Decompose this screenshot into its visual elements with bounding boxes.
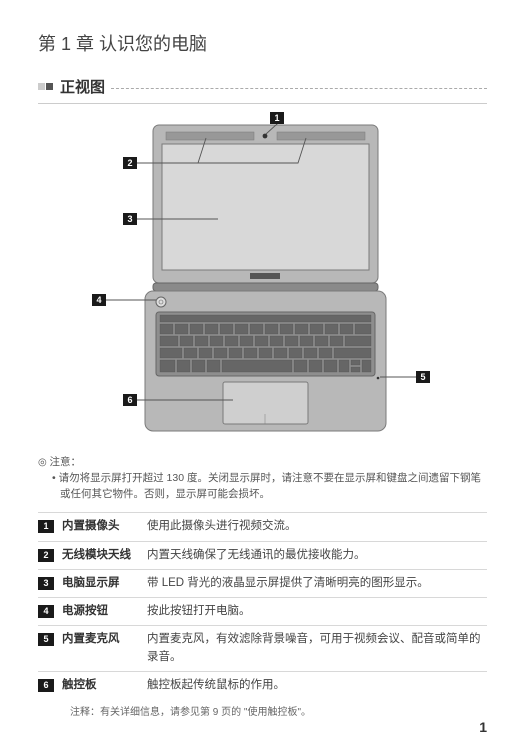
feature-row: 1 内置摄像头 使用此摄像头进行视频交流。 <box>38 512 487 540</box>
feature-desc: 内置麦克风，有效滤除背景噪音，可用于视频会议、配音或简单的录音。 <box>147 631 487 666</box>
feature-num: 6 <box>38 679 54 692</box>
section-rule <box>111 88 487 89</box>
feature-row: 6 触控板 触控板起传统鼠标的作用。 <box>38 671 487 699</box>
feature-name: 触控板 <box>62 677 147 694</box>
callout-5: 5 <box>416 371 430 383</box>
callout-3: 3 <box>123 213 137 225</box>
callout-4: 4 <box>92 294 106 306</box>
section-header: 正视图 <box>38 76 487 104</box>
feature-name: 无线模块天线 <box>62 547 147 564</box>
feature-desc: 内置天线确保了无线通讯的最优接收能力。 <box>147 547 487 564</box>
feature-num: 2 <box>38 549 54 562</box>
laptop-diagram: 1 2 3 4 5 6 <box>38 116 487 441</box>
feature-name: 电脑显示屏 <box>62 575 147 592</box>
section-bullet-icon <box>38 83 54 90</box>
feature-name: 内置麦克风 <box>62 631 147 666</box>
notice-body: • 请勿将显示屏打开超过 130 度。关闭显示屏时，请注意不要在显示屏和键盘之间… <box>38 471 487 503</box>
laptop-svg <box>38 116 488 436</box>
footnote: 注释：有关详细信息，请参见第 9 页的 "使用触控板"。 <box>38 703 487 718</box>
page-number: 1 <box>479 719 487 735</box>
feature-desc: 使用此摄像头进行视频交流。 <box>147 518 487 535</box>
feature-num: 3 <box>38 577 54 590</box>
feature-num: 5 <box>38 633 54 646</box>
feature-row: 2 无线模块天线 内置天线确保了无线通讯的最优接收能力。 <box>38 541 487 569</box>
feature-num: 4 <box>38 605 54 618</box>
feature-desc: 按此按钮打开电脑。 <box>147 603 487 620</box>
feature-row: 4 电源按钮 按此按钮打开电脑。 <box>38 597 487 625</box>
callout-1: 1 <box>270 112 284 124</box>
callout-6: 6 <box>123 394 137 406</box>
feature-table: 1 内置摄像头 使用此摄像头进行视频交流。 2 无线模块天线 内置天线确保了无线… <box>38 512 487 699</box>
notice-heading: 注意： <box>38 455 487 471</box>
chapter-title: 第 1 章 认识您的电脑 <box>38 30 487 56</box>
callout-2: 2 <box>123 157 137 169</box>
section-title: 正视图 <box>60 76 105 97</box>
feature-row: 5 内置麦克风 内置麦克风，有效滤除背景噪音，可用于视频会议、配音或简单的录音。 <box>38 625 487 671</box>
feature-name: 内置摄像头 <box>62 518 147 535</box>
feature-name: 电源按钮 <box>62 603 147 620</box>
feature-row: 3 电脑显示屏 带 LED 背光的液晶显示屏提供了清晰明亮的图形显示。 <box>38 569 487 597</box>
feature-desc: 触控板起传统鼠标的作用。 <box>147 677 487 694</box>
notice-block: 注意： • 请勿将显示屏打开超过 130 度。关闭显示屏时，请注意不要在显示屏和… <box>38 455 487 502</box>
feature-num: 1 <box>38 520 54 533</box>
feature-desc: 带 LED 背光的液晶显示屏提供了清晰明亮的图形显示。 <box>147 575 487 592</box>
